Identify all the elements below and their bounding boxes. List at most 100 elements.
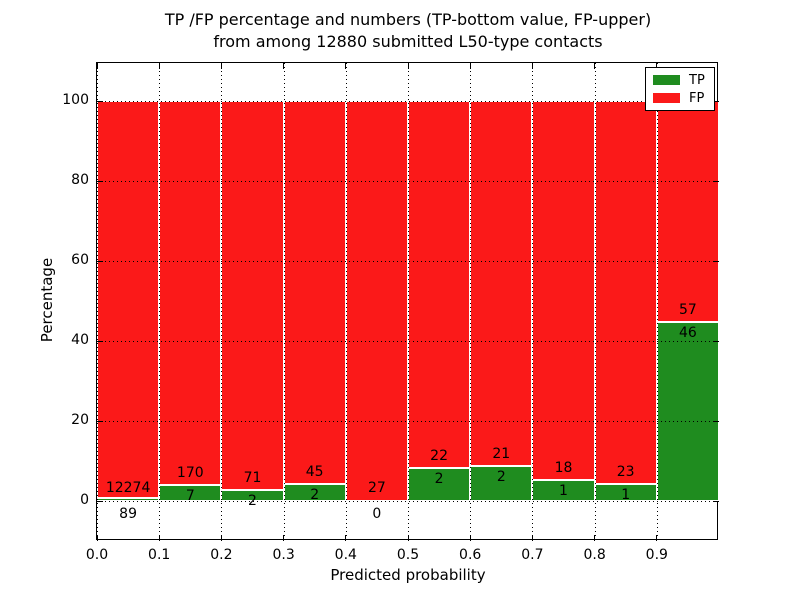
- legend-item-fp: FP: [653, 92, 707, 105]
- fp-count-label: 57: [678, 302, 697, 319]
- y-tick: [97, 340, 103, 342]
- bar-segment-fp: [283, 101, 346, 484]
- tp-count-label: 2: [434, 470, 444, 487]
- bar-segment-fp: [470, 101, 533, 467]
- x-gridline: [470, 63, 472, 541]
- x-tick: [345, 535, 347, 541]
- x-tick: [96, 535, 98, 541]
- chart-title: TP /FP percentage and numbers (TP-bottom…: [97, 9, 719, 53]
- x-gridline: [532, 63, 534, 541]
- tp-count-label: 0: [372, 506, 382, 522]
- tp-count-label: 89: [119, 506, 138, 522]
- y-tick-label: 80: [71, 172, 89, 188]
- x-tick-label: 0.0: [85, 547, 109, 563]
- y-tick: [97, 260, 103, 262]
- x-tick-label: 0.3: [272, 547, 295, 563]
- y-tick: [97, 500, 103, 502]
- x-gridline: [221, 63, 223, 541]
- y-tick-label: 100: [62, 92, 89, 108]
- x-gridline: [159, 63, 161, 541]
- x-tick-label: 0.2: [210, 547, 233, 563]
- x-tick-top: [345, 63, 347, 69]
- bar-segment-fp: [97, 101, 160, 499]
- fp-count-label: 22: [430, 447, 449, 464]
- bar-segment-fp: [221, 101, 284, 491]
- y-tick-right: [713, 340, 719, 342]
- x-tick: [283, 535, 285, 541]
- x-tick-label: 0.5: [396, 547, 420, 563]
- x-tick: [656, 535, 658, 541]
- bar-segment-fp: [594, 101, 657, 485]
- y-tick-label: 60: [71, 252, 89, 268]
- x-tick-top: [96, 63, 98, 69]
- fp-count-label: 45: [305, 463, 324, 480]
- x-tick: [407, 535, 409, 541]
- legend-label-fp: FP: [689, 90, 705, 106]
- chart-title-line2: from among 12880 submitted L50-type cont…: [213, 32, 603, 51]
- x-tick-label: 0.4: [334, 547, 357, 563]
- bar-segment-fp: [159, 101, 222, 486]
- x-gridline: [656, 63, 658, 541]
- tp-count-label: 2: [496, 469, 506, 486]
- y-tick-right: [713, 100, 719, 102]
- y-tick-label: 40: [71, 332, 89, 348]
- legend: TP FP: [645, 67, 715, 111]
- y-tick-right: [713, 500, 719, 502]
- tp-swatch-icon: [653, 75, 680, 85]
- x-tick-top: [469, 63, 471, 69]
- tp-count-label: 1: [621, 487, 631, 504]
- x-tick-top: [531, 63, 533, 69]
- fp-count-label: 170: [176, 465, 204, 482]
- x-tick-label: 0.9: [645, 547, 668, 563]
- tp-count-label: 2: [310, 486, 320, 503]
- bar-segment-fp: [408, 101, 471, 468]
- x-tick: [531, 535, 533, 541]
- x-tick-top: [283, 63, 285, 69]
- chart-title-line1: TP /FP percentage and numbers (TP-bottom…: [164, 10, 652, 29]
- y-tick-label: 0: [80, 492, 89, 508]
- y-tick: [97, 100, 103, 102]
- y-axis-label: Percentage: [38, 257, 56, 343]
- x-gridline: [408, 63, 409, 541]
- y-tick-label: 20: [71, 412, 89, 428]
- x-tick-top: [220, 63, 222, 69]
- y-tick-right: [713, 420, 719, 422]
- fp-swatch-icon: [653, 93, 680, 103]
- tp-count-label: 7: [185, 488, 195, 505]
- bar-segment-fp: [656, 101, 719, 323]
- tp-count-label: 1: [559, 482, 568, 499]
- y-tick: [97, 420, 103, 422]
- x-tick-top: [407, 63, 409, 69]
- y-tick-right: [713, 260, 719, 262]
- plot-canvas: 12274 89 170 7 71 2 45 2 27 0 22 2 21 2 18 1 23 1 57 46 0.0 0…: [62, 63, 719, 563]
- x-gridline: [283, 63, 285, 541]
- x-gridline: [594, 63, 596, 541]
- fp-count-label: 23: [616, 464, 635, 481]
- x-tick-label: 0.1: [148, 547, 171, 563]
- x-tick: [469, 535, 471, 541]
- x-tick-top: [656, 63, 658, 69]
- x-tick: [158, 535, 160, 541]
- tp-count-label: 2: [248, 493, 257, 510]
- tp-count-label: 46: [678, 325, 697, 342]
- x-tick-label: 0.8: [583, 547, 606, 563]
- plot-area: 12274 89 170 7 71 2 45 2 27 0 22 2 21 2 18 1 23 1 57 46 0.0 0…: [62, 62, 719, 563]
- fp-count-label: 12274: [105, 480, 151, 496]
- fp-count-label: 21: [492, 446, 511, 463]
- bar-segment-fp: [345, 101, 408, 501]
- x-tick-top: [594, 63, 596, 69]
- legend-label-tp: TP: [689, 72, 705, 88]
- y-tick-right: [713, 180, 719, 182]
- y-tick: [97, 180, 103, 182]
- x-tick-label: 0.6: [459, 547, 482, 563]
- x-gridline: [97, 63, 98, 541]
- fp-count-label: 71: [243, 470, 262, 487]
- x-tick: [594, 535, 596, 541]
- bar-segment-tp: [470, 466, 533, 501]
- bar-segment-tp: [656, 322, 719, 501]
- legend-item-tp: TP: [653, 74, 707, 87]
- x-axis-label: Predicted probability: [330, 566, 486, 584]
- x-gridline: [345, 63, 347, 541]
- x-tick-label: 0.7: [521, 547, 544, 563]
